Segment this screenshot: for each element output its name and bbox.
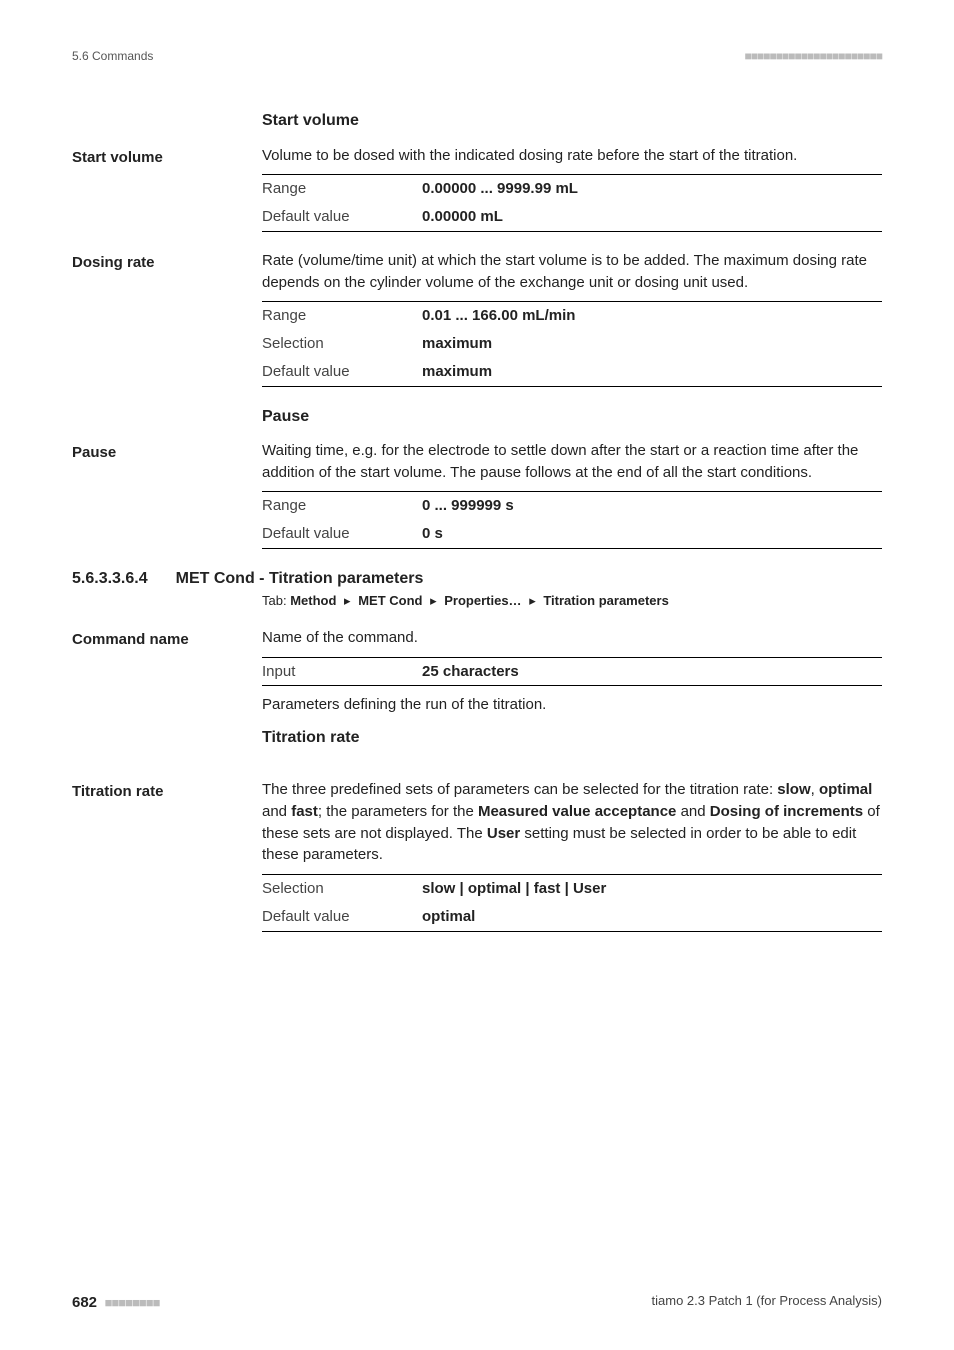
- dr-sel-key: Selection: [262, 330, 422, 358]
- cn-input-key: Input: [262, 657, 422, 686]
- tr-c1: ,: [811, 781, 819, 798]
- tab-p1: Method: [290, 593, 336, 608]
- arrow-icon: ▸: [430, 593, 437, 608]
- tr-default-val: optimal: [422, 903, 882, 931]
- tab-p2: MET Cond: [358, 593, 422, 608]
- start-volume-desc: Volume to be dosed with the indicated do…: [262, 145, 882, 167]
- tr-and2: and: [676, 803, 709, 820]
- pause-heading: Pause: [262, 405, 882, 428]
- pause-desc: Waiting time, e.g. for the electrode to …: [262, 440, 882, 484]
- tab-path: Tab: Method ▸ MET Cond ▸ Properties… ▸ T…: [262, 592, 882, 611]
- titration-rate-desc: The three predefined sets of parameters …: [262, 779, 882, 866]
- pause-label: Pause: [72, 440, 262, 464]
- tab-label: Tab:: [262, 593, 287, 608]
- pause-range-val: 0 ... 999999 s: [422, 492, 882, 520]
- titration-rate-label: Titration rate: [72, 779, 262, 803]
- tr-d1: The three predefined sets of parameters …: [262, 781, 777, 798]
- dr-default-key: Default value: [262, 358, 422, 386]
- tr-optimal: optimal: [819, 781, 872, 798]
- pause-default-key: Default value: [262, 520, 422, 548]
- dr-sel-val: maximum: [422, 330, 882, 358]
- dosing-rate-desc: Rate (volume/time unit) at which the sta…: [262, 250, 882, 294]
- header-ornament: ■■■■■■■■■■■■■■■■■■■■■■: [745, 48, 882, 65]
- footer-left: 682 ■■■■■■■■: [72, 1292, 159, 1314]
- footer-right: tiamo 2.3 Patch 1 (for Process Analysis): [652, 1292, 882, 1314]
- tr-sel-val: slow | optimal | fast | User: [422, 875, 882, 903]
- header-section: 5.6 Commands: [72, 48, 153, 65]
- command-name-block: Command name Name of the command. Input …: [72, 627, 882, 761]
- start-volume-heading: Start volume: [262, 109, 882, 132]
- sv-range-val: 0.00000 ... 9999.99 mL: [422, 175, 882, 203]
- tab-p4: Titration parameters: [543, 593, 668, 608]
- pause-block: Pause Waiting time, e.g. for the electro…: [72, 440, 882, 549]
- arrow-icon: ▸: [344, 593, 351, 608]
- footer-ornament: ■■■■■■■■: [105, 1295, 160, 1310]
- dr-range-key: Range: [262, 302, 422, 330]
- dosing-rate-block: Dosing rate Rate (volume/time unit) at w…: [72, 250, 882, 387]
- tr-dosing: Dosing of increments: [710, 803, 863, 820]
- section-title: MET Cond - Titration parameters: [176, 567, 424, 590]
- pause-table: Range 0 ... 999999 s Default value 0 s: [262, 491, 882, 549]
- dr-range-val: 0.01 ... 166.00 mL/min: [422, 302, 882, 330]
- tr-and1: and: [262, 803, 291, 820]
- tr-user: User: [487, 825, 520, 842]
- tr-d2: ; the parameters for the: [318, 803, 478, 820]
- sv-default-key: Default value: [262, 203, 422, 231]
- arrow-icon: ▸: [529, 593, 536, 608]
- tr-fast: fast: [291, 803, 318, 820]
- dosing-rate-label: Dosing rate: [72, 250, 262, 274]
- sv-range-key: Range: [262, 175, 422, 203]
- pause-default-val: 0 s: [422, 520, 882, 548]
- dosing-rate-table: Range 0.01 ... 166.00 mL/min Selection m…: [262, 301, 882, 386]
- sv-default-val: 0.00000 mL: [422, 203, 882, 231]
- tr-default-key: Default value: [262, 903, 422, 931]
- tr-measured: Measured value acceptance: [478, 803, 676, 820]
- section-heading: 5.6.3.3.6.4 MET Cond - Titration paramet…: [72, 567, 882, 590]
- page-header: 5.6 Commands ■■■■■■■■■■■■■■■■■■■■■■: [72, 48, 882, 65]
- titration-rate-block: Titration rate The three predefined sets…: [72, 779, 882, 932]
- page-footer: 682 ■■■■■■■■ tiamo 2.3 Patch 1 (for Proc…: [72, 1292, 882, 1314]
- cn-input-val: 25 characters: [422, 657, 882, 686]
- command-name-after: Parameters defining the run of the titra…: [262, 694, 882, 716]
- command-name-desc: Name of the command.: [262, 627, 882, 649]
- pause-range-key: Range: [262, 492, 422, 520]
- tab-p3: Properties…: [444, 593, 521, 608]
- command-name-table: Input 25 characters: [262, 657, 882, 687]
- tr-sel-key: Selection: [262, 875, 422, 903]
- page-number: 682: [72, 1294, 97, 1311]
- titration-rate-heading: Titration rate: [262, 726, 882, 749]
- start-volume-block: Start volume Volume to be dosed with the…: [72, 145, 882, 232]
- command-name-label: Command name: [72, 627, 262, 651]
- section-number: 5.6.3.3.6.4: [72, 567, 148, 590]
- start-volume-table: Range 0.00000 ... 9999.99 mL Default val…: [262, 174, 882, 232]
- titration-rate-table: Selection slow | optimal | fast | User D…: [262, 874, 882, 932]
- tr-slow: slow: [777, 781, 810, 798]
- start-volume-label: Start volume: [72, 145, 262, 169]
- dr-default-val: maximum: [422, 358, 882, 386]
